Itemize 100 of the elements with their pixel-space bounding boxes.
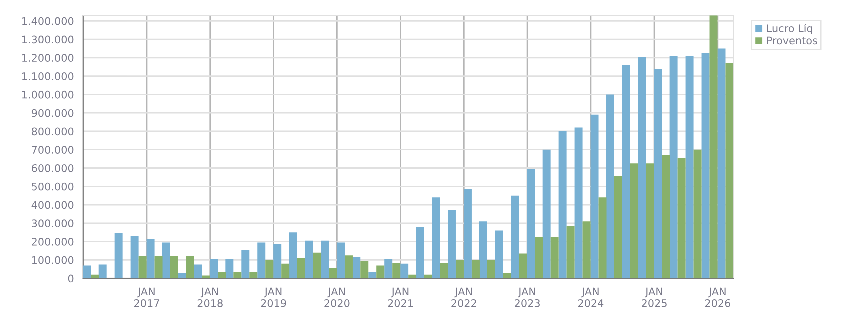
x-tick-label: JAN 2018	[198, 288, 223, 308]
x-tick-label: JAN 2020	[324, 288, 350, 308]
bar	[582, 222, 591, 279]
bar	[297, 258, 306, 279]
legend-label: Lucro Líq	[767, 24, 812, 34]
bar	[400, 264, 409, 279]
bar	[574, 128, 583, 279]
bar	[535, 237, 544, 279]
bar	[566, 226, 575, 279]
x-tick-label: JAN 2026	[705, 288, 731, 308]
y-tick-label: 1.100.000	[22, 72, 74, 80]
y-tick-label: 900.000	[32, 109, 74, 118]
bar	[527, 169, 536, 279]
bar	[282, 264, 290, 279]
bar	[550, 237, 559, 279]
bar	[329, 268, 337, 279]
bar	[130, 236, 139, 279]
bar	[558, 131, 567, 279]
y-tick-label: 600.000	[32, 164, 74, 172]
bar	[321, 240, 330, 279]
bar	[487, 260, 496, 279]
y-tick-label: 1.400.000	[22, 17, 74, 26]
legend-label: Proventos	[767, 36, 818, 45]
x-tick-label: JAN 2025	[642, 288, 667, 308]
x-tick-label: JAN 2022	[452, 288, 476, 308]
bar	[226, 259, 234, 279]
bar	[440, 262, 448, 279]
bar	[91, 274, 100, 279]
y-tick-label: 400.000	[32, 201, 74, 210]
bar	[408, 274, 417, 279]
bar	[162, 242, 170, 279]
x-tick-label: JAN 2017	[134, 288, 160, 308]
bar	[694, 150, 702, 279]
bar	[718, 48, 726, 279]
bar	[702, 53, 710, 279]
bar	[289, 232, 298, 279]
bar	[432, 198, 440, 279]
bar	[305, 240, 314, 279]
bar	[368, 272, 377, 279]
bar	[352, 257, 361, 279]
x-tick-label: JAN 2021	[388, 288, 414, 308]
bar	[376, 266, 385, 279]
bar	[194, 264, 202, 279]
bar	[337, 242, 345, 279]
bar	[384, 259, 393, 279]
bar	[519, 254, 528, 279]
bar	[710, 16, 718, 279]
bar	[542, 150, 551, 279]
bar	[242, 250, 250, 279]
y-tick-label: 500.000	[32, 182, 74, 191]
bar	[186, 256, 194, 279]
bar	[392, 262, 401, 279]
y-tick-label: 1.200.000	[22, 54, 74, 62]
bar	[218, 272, 226, 279]
y-tick-label: 0	[68, 274, 74, 283]
bar	[686, 56, 694, 279]
bar	[210, 259, 218, 279]
bar	[590, 114, 599, 279]
bar	[448, 210, 456, 279]
bar	[114, 234, 123, 279]
bar	[202, 276, 210, 279]
bar	[662, 155, 670, 279]
bar	[464, 189, 472, 279]
bar	[503, 273, 512, 279]
bar	[344, 256, 353, 279]
bar	[598, 198, 607, 279]
bar	[266, 260, 274, 279]
y-tick-label: 1.300.000	[22, 36, 74, 44]
bar	[234, 272, 242, 279]
bar	[638, 57, 646, 279]
bar	[313, 252, 322, 279]
bar	[83, 266, 92, 279]
bar	[479, 222, 488, 279]
bar	[726, 63, 734, 279]
bar	[622, 65, 630, 279]
bar	[154, 256, 163, 279]
bar	[472, 260, 480, 279]
bar	[138, 256, 147, 279]
x-tick-label: JAN 2023	[515, 288, 540, 308]
y-tick-label: 200.000	[32, 238, 74, 246]
bar	[258, 242, 266, 279]
bar	[606, 94, 614, 279]
bar	[170, 256, 178, 279]
x-tick-label: JAN 2024	[578, 288, 604, 308]
bar	[646, 164, 654, 279]
y-tick-label: 800.000	[32, 128, 74, 136]
bar	[178, 273, 186, 279]
bar	[511, 196, 520, 279]
bar	[424, 274, 432, 279]
y-tick-label: 700.000	[32, 146, 74, 154]
bar	[670, 56, 678, 279]
bar	[416, 227, 424, 279]
bar	[250, 272, 258, 279]
bar	[495, 230, 504, 279]
y-tick-label: 100.000	[32, 256, 74, 264]
y-tick-label: 300.000	[32, 220, 74, 228]
bar	[274, 244, 282, 279]
bar	[360, 261, 369, 279]
bar	[456, 260, 464, 279]
x-tick-label: JAN 2019	[261, 288, 286, 308]
